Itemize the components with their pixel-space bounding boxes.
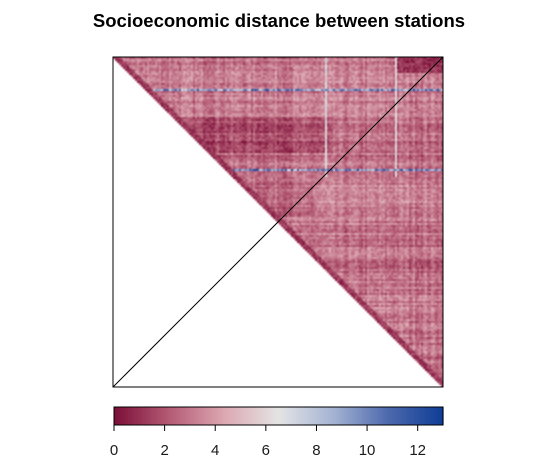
colorbar-tick-label: 4: [211, 442, 219, 459]
colorbar-tick-label: 8: [312, 442, 320, 459]
colorbar-tick-label: 12: [409, 442, 426, 459]
colorbar-tick-label: 0: [110, 442, 118, 459]
heatmap-triangle: [113, 57, 443, 387]
colorbar: 0 2 4 6 8 10 12: [110, 407, 444, 459]
colorbar-tick-label: 10: [359, 442, 376, 459]
colorbar-tick-label: 2: [160, 442, 168, 459]
colorbar-tick-label: 6: [262, 442, 270, 459]
chart-title: Socioeconomic distance between stations: [93, 10, 465, 31]
